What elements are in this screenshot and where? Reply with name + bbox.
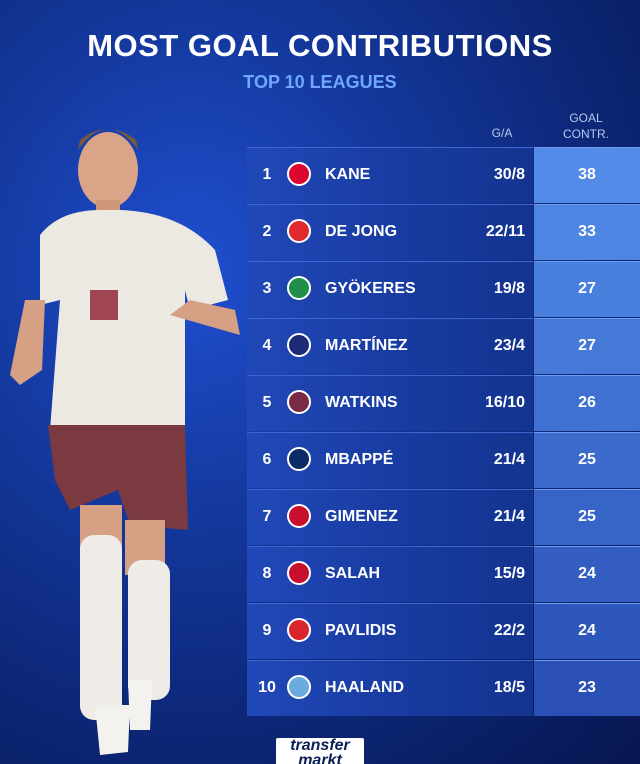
table-row: 4 MARTÍNEZ 23/4 27: [247, 318, 640, 374]
club-logo: [287, 561, 311, 585]
goals-assists: 21/4: [493, 508, 525, 525]
goal-contributions: 38: [578, 166, 596, 183]
column-header: G/A: [491, 126, 513, 140]
rank: 7: [262, 508, 272, 525]
highlight-cell: [534, 660, 640, 716]
goal-contributions: 27: [578, 280, 596, 297]
player-name: PAVLIDIS: [325, 622, 397, 639]
rank: 9: [262, 622, 272, 639]
club-logo: [287, 162, 311, 186]
rank: 1: [262, 166, 272, 183]
goals-assists: 21/4: [493, 451, 525, 468]
rank: 3: [262, 280, 272, 297]
logo-text: markt: [298, 752, 342, 764]
club-logo: [287, 390, 311, 414]
highlight-cell: [534, 546, 640, 602]
club-logo: [287, 504, 311, 528]
goal-contributions: 23: [578, 679, 596, 696]
logo-text: transfer: [290, 737, 350, 754]
rank: 5: [262, 394, 272, 411]
rank: 2: [262, 223, 272, 240]
title: MOST GOAL CONTRIBUTIONS: [87, 28, 553, 63]
club-logo: [287, 618, 311, 642]
highlight-cell: [534, 318, 640, 374]
goal-contributions: 33: [578, 223, 596, 240]
player-name: WATKINS: [325, 394, 398, 411]
club-logo: [287, 219, 311, 243]
table-row: 1 KANE 30/8 38: [247, 147, 640, 203]
highlight-cell: [534, 261, 640, 317]
goal-contributions: 24: [578, 565, 596, 582]
rank: 10: [258, 679, 276, 696]
goals-assists: 30/8: [493, 166, 525, 183]
highlight-cell: [534, 375, 640, 431]
goals-assists: 18/5: [493, 679, 525, 696]
table-row: 6 MBAPPÉ 21/4 25: [247, 432, 640, 488]
table-row: 2 DE JONG 22/11 33: [247, 204, 640, 260]
player-name: SALAH: [325, 565, 381, 582]
player-name: GYÖKERES: [325, 280, 416, 297]
table-row: 8 SALAH 15/9 24: [247, 546, 640, 602]
column-header: GOAL CONTR.: [563, 111, 609, 141]
goal-contributions: 25: [578, 451, 596, 468]
table-row: 3 GYÖKERES 19/8 27: [247, 261, 640, 317]
goals-assists: 15/9: [493, 565, 525, 582]
rank: 4: [262, 337, 272, 354]
player-name: HAALAND: [325, 679, 405, 696]
player-name: MARTÍNEZ: [325, 337, 408, 354]
goals-assists: 19/8: [493, 280, 525, 297]
club-logo: [287, 675, 311, 699]
goals-assists: 22/2: [493, 622, 525, 639]
brand-logo: transfer markt: [276, 738, 364, 764]
player-name: KANE: [325, 166, 371, 183]
goal-contributions: 24: [578, 622, 596, 639]
table-row: 10 HAALAND 18/5 23: [247, 660, 640, 716]
goal-contributions: 27: [578, 337, 596, 354]
highlight-cell: [534, 603, 640, 659]
player-name: MBAPPÉ: [325, 451, 394, 468]
table-row: 5 WATKINS 16/10 26: [247, 375, 640, 431]
goals-assists: 22/11: [485, 223, 525, 240]
highlight-cell: [534, 204, 640, 260]
goal-contributions: 26: [578, 394, 596, 411]
subtitle: TOP 10 LEAGUES: [243, 72, 397, 92]
goal-contributions: 25: [578, 508, 596, 525]
rank: 6: [262, 451, 272, 468]
rank: 8: [262, 565, 272, 582]
club-logo: [287, 276, 311, 300]
highlight-cell: [534, 489, 640, 545]
player-figure: [10, 129, 240, 755]
table-row: 9 PAVLIDIS 22/2 24: [247, 603, 640, 659]
player-name: GIMENEZ: [325, 508, 398, 525]
highlight-cell: [534, 432, 640, 488]
goals-assists: 23/4: [493, 337, 525, 354]
table-row: 7 GIMENEZ 21/4 25: [247, 489, 640, 545]
highlight-cell: [534, 147, 640, 203]
player-name: DE JONG: [325, 223, 398, 240]
club-logo: [287, 333, 311, 357]
club-logo: [287, 447, 311, 471]
goals-assists: 16/10: [484, 394, 525, 411]
